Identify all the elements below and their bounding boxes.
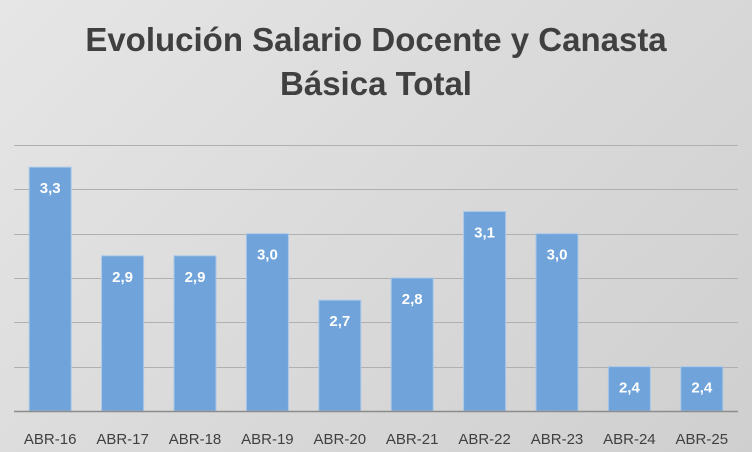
bar-value-label: 2,9 [112, 269, 133, 286]
x-tick-label: ABR-25 [676, 431, 729, 448]
x-tick-label: ABR-24 [603, 431, 656, 448]
x-tick-label: ABR-20 [314, 431, 367, 448]
bar-value-label: 2,4 [619, 380, 641, 397]
bar-value-label: 2,9 [185, 269, 206, 286]
bar-value-label: 3,0 [257, 247, 278, 264]
bar-value-label: 3,1 [474, 225, 495, 242]
x-tick-label: ABR-16 [24, 431, 77, 448]
bars [28, 166, 724, 412]
bar-abr-16 [28, 166, 72, 412]
x-tick-label: ABR-19 [241, 431, 294, 448]
x-tick-label: ABR-23 [531, 431, 584, 448]
bar-value-label: 2,7 [329, 313, 350, 330]
x-tick-label: ABR-22 [458, 431, 511, 448]
category-labels: ABR-16 ABR-17 ABR-18 ABR-19 ABR-20 ABR-21 ABR-… [24, 431, 728, 448]
bar-value-label: 2,4 [691, 380, 713, 397]
x-tick-label: ABR-21 [386, 431, 439, 448]
x-tick-label: ABR-17 [96, 431, 149, 448]
x-tick-label: ABR-18 [169, 431, 222, 448]
bar-value-label: 3,0 [547, 247, 568, 264]
bar-abr-20 [318, 299, 362, 412]
bar-abr-25 [680, 366, 724, 412]
chart-title: Evolución Salario Docente y Canasta Bási… [0, 18, 752, 106]
bar-abr-19 [245, 233, 289, 412]
value-labels: 3,3 2,9 2,9 3,0 2,7 2,8 3,1 3,0 2,4 2,4 [40, 180, 713, 396]
bar-abr-17 [101, 255, 145, 412]
bar-abr-23 [535, 233, 579, 412]
chart-title-line-2: Básica Total [280, 65, 472, 102]
bar-abr-24 [607, 366, 651, 412]
bar-value-label: 3,3 [40, 180, 61, 197]
chart-title-line-1: Evolución Salario Docente y Canasta [85, 21, 667, 58]
bar-value-label: 2,8 [402, 291, 423, 308]
bar-abr-18 [173, 255, 217, 412]
